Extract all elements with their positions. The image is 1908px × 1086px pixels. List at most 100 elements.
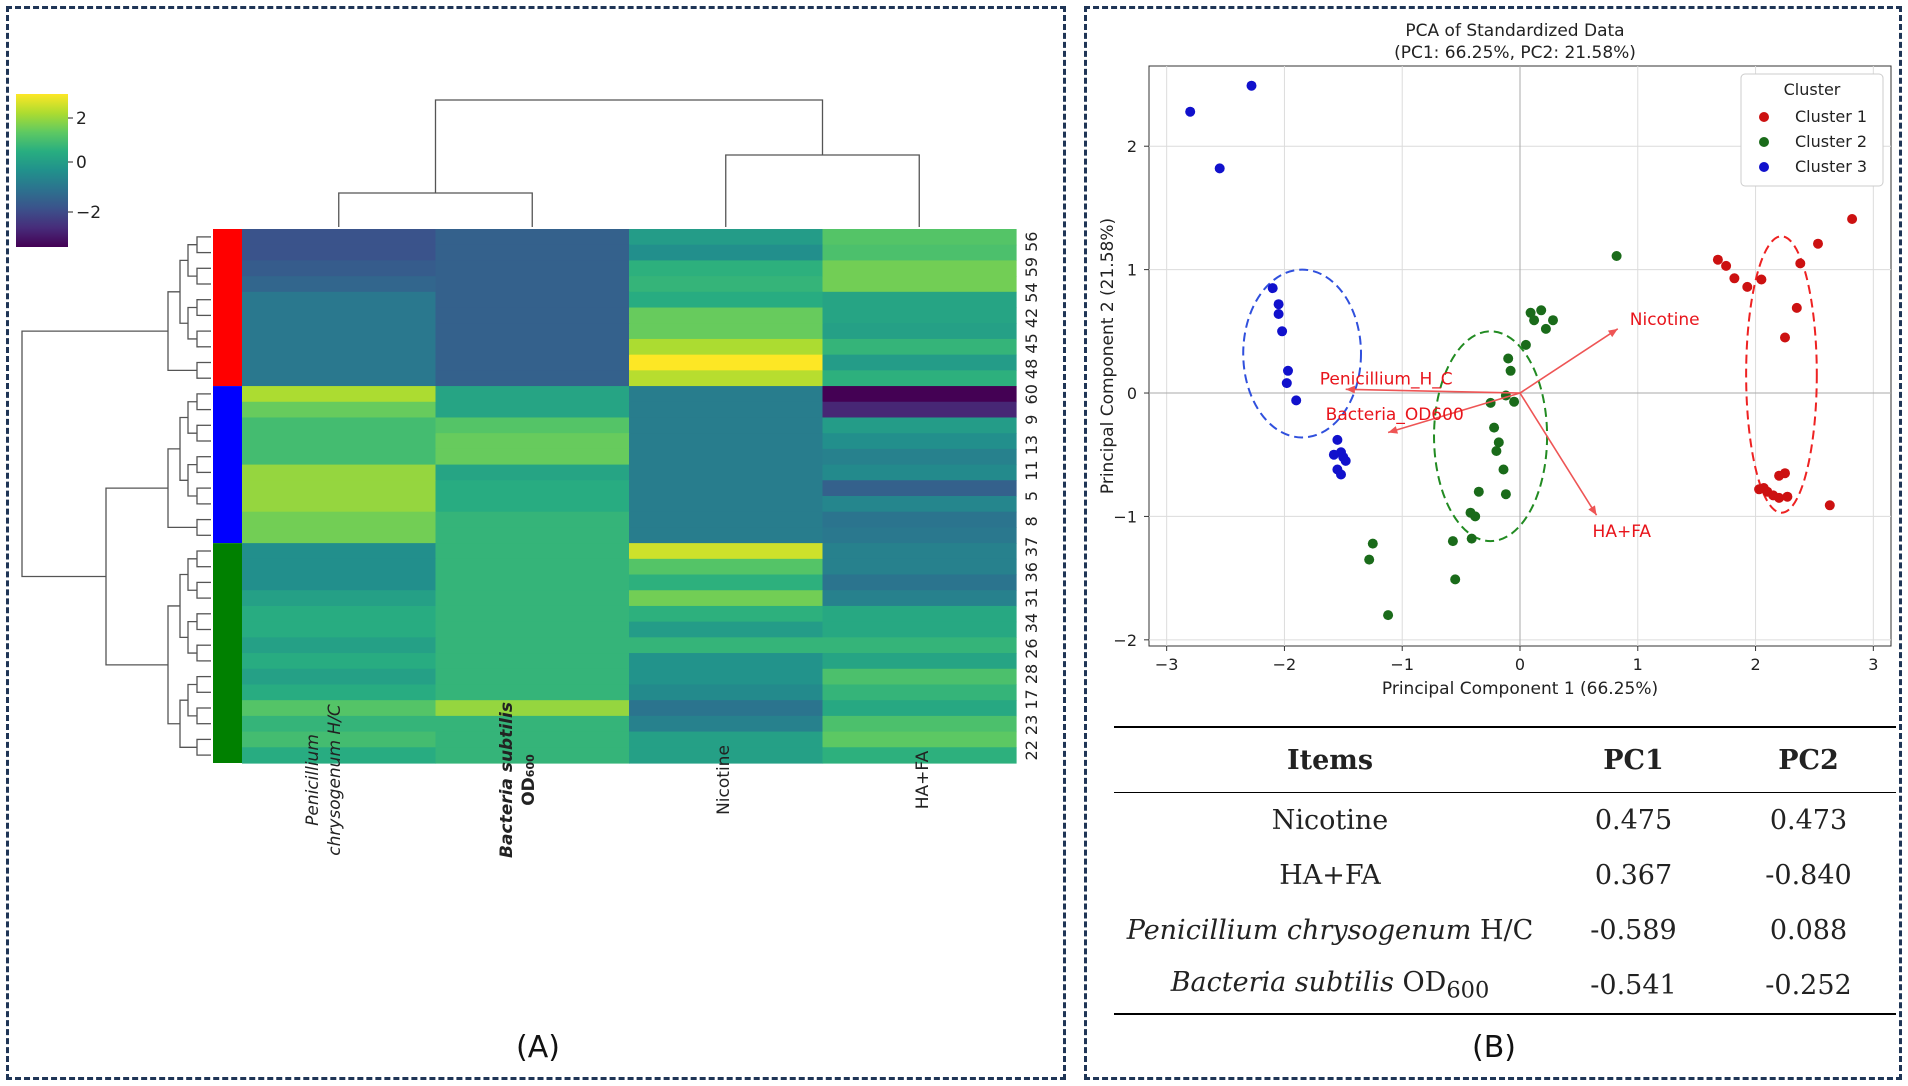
heatmap-cell [629,386,824,403]
scatter-point [1721,260,1732,271]
scatter-point [1520,339,1531,350]
heatmap-cell [242,731,437,748]
heatmap-cell [435,731,630,748]
row-tick-label: 48 [1022,359,1041,379]
heatmap-cell [435,338,630,356]
loading-arrow [1519,328,1619,394]
pca-ticks: −3 −2 −1 0 1 2 3 −2 −1 0 1 2 [1113,137,1878,674]
scatter-point [1364,554,1375,565]
heatmap-cell [822,621,1017,638]
colorbar: 2 0 −2 [16,94,101,247]
heatmap-cell [435,370,630,387]
heatmap-cell [629,731,824,748]
heatmap-cell [629,260,824,277]
heatmap-cell [822,605,1017,623]
heatmap-cell [242,621,437,638]
heatmap-cell [822,448,1017,466]
heatmap-cell [435,307,630,324]
scatter-point [1383,610,1394,621]
x-tick-label: −1 [1390,655,1414,674]
heatmap-cell [822,511,1017,529]
legend-marker-3 [1759,162,1769,172]
heatmap-cell [435,511,630,529]
heatmap-cell [435,417,630,434]
scatter-point [1782,491,1793,502]
heatmap-cell [629,338,824,356]
row-tick-label: 60 [1022,384,1041,404]
heatmap-cell [822,747,1017,764]
scatter-point [1491,446,1502,456]
scatter-point [1273,299,1284,310]
heatmap-cell [435,621,630,638]
heatmap-cell [629,653,824,670]
row-tick-labels: 56 59 54 42 45 48 60 9 13 11 5 8 37 36 31 34 26 28 17 23 22 [1022,232,1041,761]
row-tick-label: 23 [1022,715,1041,735]
heatmap-cell [242,464,437,481]
heatmap-cell [822,590,1017,607]
heatmap-cell [822,260,1017,277]
scatter-point [1267,283,1278,294]
row-tick-label: 26 [1022,638,1041,658]
heatmap-cell [242,307,437,324]
heatmap-cell [242,715,437,733]
pca-points [1185,80,1858,621]
colorbar-tick-0: 0 [76,153,87,173]
row-item-italic: Bacteria subtilis [1170,967,1394,999]
scatter-point [1185,106,1196,117]
scatter-point [1540,323,1551,334]
scatter-point [1780,332,1790,343]
y-tick-label: −1 [1113,507,1137,526]
heatmap-cell [435,386,630,403]
cluster-band [213,543,242,763]
heatmap-cell [242,244,437,262]
cluster-band [213,386,242,544]
heatmap-cells [242,229,1017,764]
heatmap-cell [435,354,630,371]
heatmap-cell [629,417,824,434]
heatmap-cell [242,637,437,654]
y-tick-label: 2 [1127,137,1137,156]
scatter-point [1824,500,1835,511]
heatmap-cell [629,276,824,293]
scatter-point [1611,251,1622,261]
row-pc2: -0.840 [1765,860,1852,891]
scatter-point [1774,492,1785,503]
heatmap-cell [822,229,1017,246]
heatmap-cell [435,747,630,764]
row-item: Penicillium chrysogenum H/C [1114,903,1546,958]
heatmap-cell [435,590,630,607]
row-tick-label: 22 [1022,740,1041,760]
heatmap-cell [822,558,1017,576]
heatmap-cell [629,480,824,497]
row-tick-label: 34 [1022,613,1041,633]
heatmap-cell [242,386,437,403]
heatmap-cell [435,229,630,246]
row-item-rest: OD [1393,967,1447,999]
heatmap-cell [822,464,1017,481]
scatter-point [1367,538,1378,549]
scatter-point [1847,214,1858,224]
pca-title: PCA of Standardized Data [1405,21,1624,41]
row-pc2: 0.088 [1769,915,1848,946]
row-item-italic: Penicillium chrysogenum [1126,915,1472,946]
scatter-point [1791,302,1802,313]
heatmap-cell [629,590,824,607]
heatmap-cell [822,244,1017,262]
legend-box [1740,73,1884,187]
heatmap-cell [242,433,437,450]
scatter-point [1328,449,1339,460]
row-tick-label: 28 [1022,664,1041,684]
legend-title: Cluster [1784,80,1841,99]
row-item: Bacteria subtilis OD600 [1114,958,1546,1015]
heatmap-cell [435,244,630,262]
heatmap-cell [435,543,630,560]
x-tick-label: 3 [1868,655,1878,674]
heatmap-cell [242,338,437,356]
row-tick-label: 31 [1022,588,1041,608]
heatmap-cell [629,464,824,481]
table-row: HA+FA 0.367 -0.840 [1114,848,1896,903]
column-label-1a: Penicillium [303,734,323,826]
colorbar-tick-neg2: −2 [76,203,101,223]
heatmap-cell [629,668,824,686]
column-label-1b: chrysogenum H/C [325,704,345,856]
